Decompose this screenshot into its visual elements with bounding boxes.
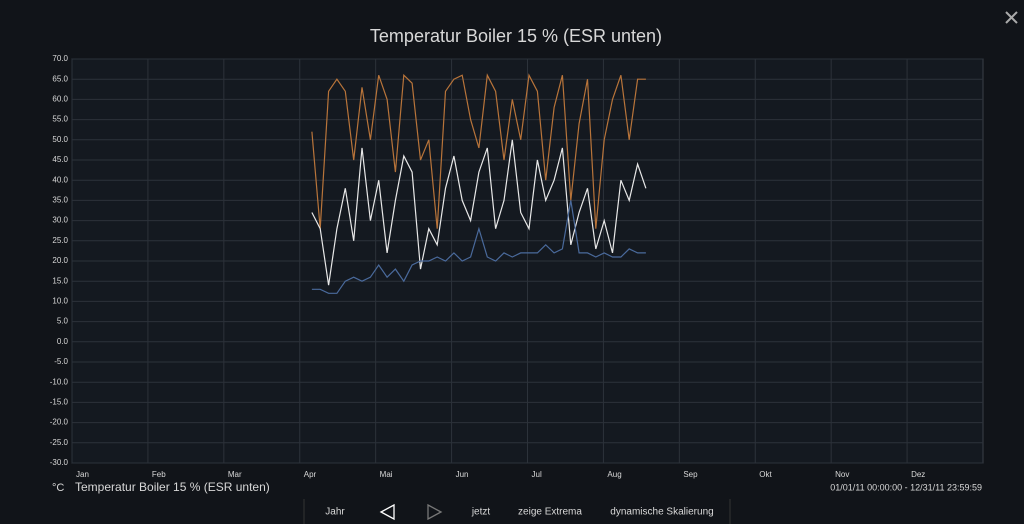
prev-button[interactable] — [379, 503, 395, 521]
x-tick-label: Mar — [228, 470, 242, 479]
y-tick-label: 40.0 — [52, 175, 68, 184]
unit-label: °C — [52, 482, 64, 494]
x-tick-label: Sep — [683, 470, 698, 479]
y-tick-label: 15.0 — [52, 276, 68, 285]
x-tick-label: Nov — [835, 470, 849, 479]
y-tick-label: 60.0 — [52, 95, 68, 104]
legend-entry: Temperatur Boiler 15 % (ESR unten) — [75, 480, 270, 494]
y-tick-label: 25.0 — [52, 236, 68, 245]
close-button[interactable] — [1005, 11, 1018, 24]
y-tick-label: 45.0 — [52, 155, 68, 164]
date-range: 01/01/11 00:00:00 - 12/31/11 23:59:59 — [830, 482, 982, 492]
x-tick-label: Jan — [76, 470, 89, 479]
series-line — [311, 200, 646, 294]
extrema-button[interactable]: zeige Extrema — [518, 507, 582, 518]
series-line — [311, 73, 646, 229]
y-tick-label: 50.0 — [52, 135, 68, 144]
x-tick-label: Jul — [532, 470, 542, 479]
now-button[interactable]: jetzt — [471, 507, 491, 518]
next-button[interactable] — [427, 503, 443, 521]
x-tick-label: Mai — [380, 470, 393, 479]
y-tick-label: -25.0 — [50, 438, 69, 447]
year-button[interactable]: Jahr — [325, 507, 345, 518]
chart-title: Temperatur Boiler 15 % (ESR unten) — [370, 26, 662, 46]
y-tick-label: 10.0 — [52, 297, 68, 306]
x-tick-label: Feb — [152, 470, 166, 479]
y-tick-label: -10.0 — [50, 377, 69, 386]
y-tick-label: 70.0 — [52, 54, 68, 63]
y-tick-label: 35.0 — [52, 196, 68, 205]
x-tick-label: Apr — [304, 470, 317, 479]
x-tick-label: Okt — [759, 470, 772, 479]
y-tick-label: 30.0 — [52, 216, 68, 225]
y-tick-label: 55.0 — [52, 115, 68, 124]
x-tick-label: Aug — [607, 470, 621, 479]
y-tick-label: -30.0 — [50, 458, 69, 467]
y-tick-label: -15.0 — [50, 398, 69, 407]
y-tick-label: -5.0 — [54, 357, 68, 366]
x-tick-label: Dez — [911, 470, 925, 479]
y-tick-label: 5.0 — [57, 317, 69, 326]
scaling-button[interactable]: dynamische Skalierung — [610, 507, 713, 518]
y-tick-label: 65.0 — [52, 74, 68, 83]
y-tick-label: 0.0 — [57, 337, 69, 346]
x-tick-label: Jun — [456, 470, 469, 479]
y-tick-label: -20.0 — [50, 418, 69, 427]
y-tick-label: 20.0 — [52, 256, 68, 265]
series-line — [311, 139, 647, 286]
close-icon[interactable] — [1005, 11, 1018, 24]
